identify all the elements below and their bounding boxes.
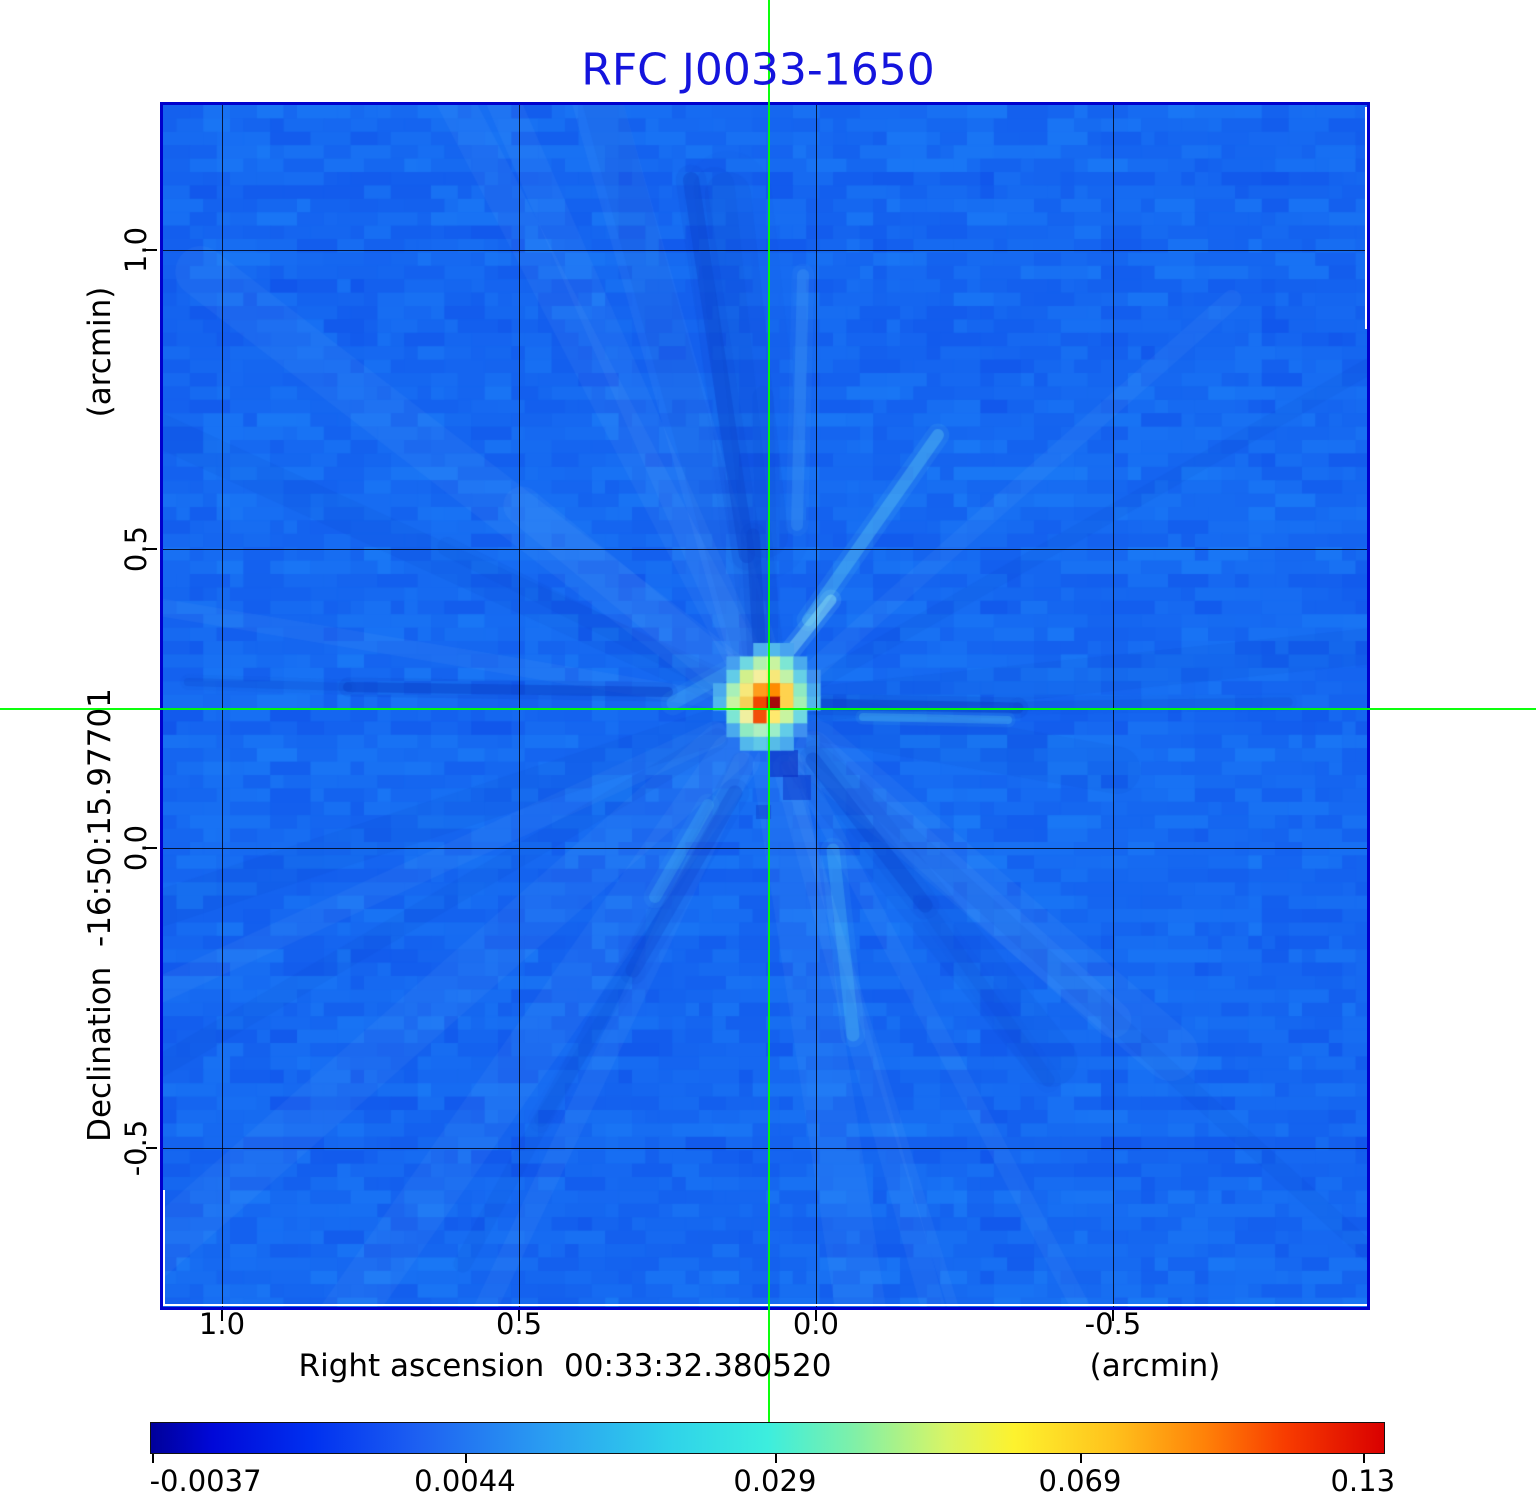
x-tick-label-2: 0.0 bbox=[792, 1307, 839, 1341]
y-tick-label-3: -0.5 bbox=[119, 1119, 153, 1177]
colorbar-tick-label-2: 0.029 bbox=[733, 1464, 817, 1498]
frame-inner-bottom bbox=[163, 1304, 1367, 1306]
colorbar-tickmark-2 bbox=[774, 1454, 777, 1463]
x-tick-label-1: 0.5 bbox=[495, 1307, 543, 1341]
colorbar-tick-label-0: -0.0037 bbox=[149, 1464, 262, 1498]
y-gridline-0.5 bbox=[163, 549, 1367, 551]
y-gridline--0.5 bbox=[163, 1147, 1367, 1149]
figure-title: RFC J0033-1650 bbox=[581, 44, 935, 96]
colorbar-tickmark-3 bbox=[1079, 1454, 1082, 1463]
y-gridline-1.0 bbox=[163, 249, 1367, 251]
y-tick-label-1: 0.5 bbox=[119, 525, 153, 573]
x-tickmark-0.0 bbox=[814, 1310, 817, 1321]
x-tick-label-0: 1.0 bbox=[198, 1307, 246, 1341]
colorbar-tick-label-3: 0.069 bbox=[1038, 1464, 1122, 1498]
colorbar bbox=[150, 1422, 1385, 1454]
x-gridline-0.0 bbox=[815, 105, 817, 1307]
y-tickmark--0.5 bbox=[146, 1146, 157, 1149]
y-tick-label-2: 0.0 bbox=[119, 824, 153, 872]
plot-frame bbox=[160, 102, 1370, 1310]
crosshair-vertical-line bbox=[767, 0, 770, 1422]
x-tick-label-3: -0.5 bbox=[1084, 1307, 1142, 1341]
colorbar-tick-label-4: 0.13 bbox=[1330, 1464, 1396, 1498]
x-axis-unit-label: (arcmin) bbox=[1089, 1348, 1221, 1384]
frame-inner-right bbox=[1365, 107, 1367, 329]
y-tick-label-0: 1.0 bbox=[119, 226, 153, 274]
colorbar-tick-label-1: 0.0044 bbox=[414, 1464, 516, 1498]
colorbar-tickmark-4 bbox=[1362, 1454, 1365, 1463]
x-gridline-1.0 bbox=[221, 105, 223, 1307]
y-gridline-0.0 bbox=[163, 847, 1367, 849]
colorbar-tickmark-0 bbox=[152, 1454, 155, 1463]
colorbar-tickmark-1 bbox=[464, 1454, 467, 1463]
y-tickmark-0.0 bbox=[146, 846, 157, 849]
sky-map-canvas bbox=[163, 105, 1367, 1307]
x-axis-label: Right ascension 00:33:32.380520 bbox=[298, 1348, 832, 1384]
y-tickmark-0.5 bbox=[146, 548, 157, 551]
x-gridline-0.5 bbox=[519, 105, 521, 1307]
y-axis-unit-label: (arcmin) bbox=[82, 286, 118, 418]
x-tickmark-1.0 bbox=[220, 1310, 223, 1321]
x-gridline--0.5 bbox=[1112, 105, 1114, 1307]
crosshair-horizontal-line bbox=[0, 708, 1536, 710]
y-axis-label: Declination -16:50:15.97701 bbox=[82, 688, 118, 1142]
x-tickmark--0.5 bbox=[1111, 1310, 1114, 1321]
y-tickmark-1.0 bbox=[146, 248, 157, 251]
x-tickmark-0.5 bbox=[518, 1310, 521, 1321]
frame-inner-left bbox=[163, 1190, 165, 1305]
